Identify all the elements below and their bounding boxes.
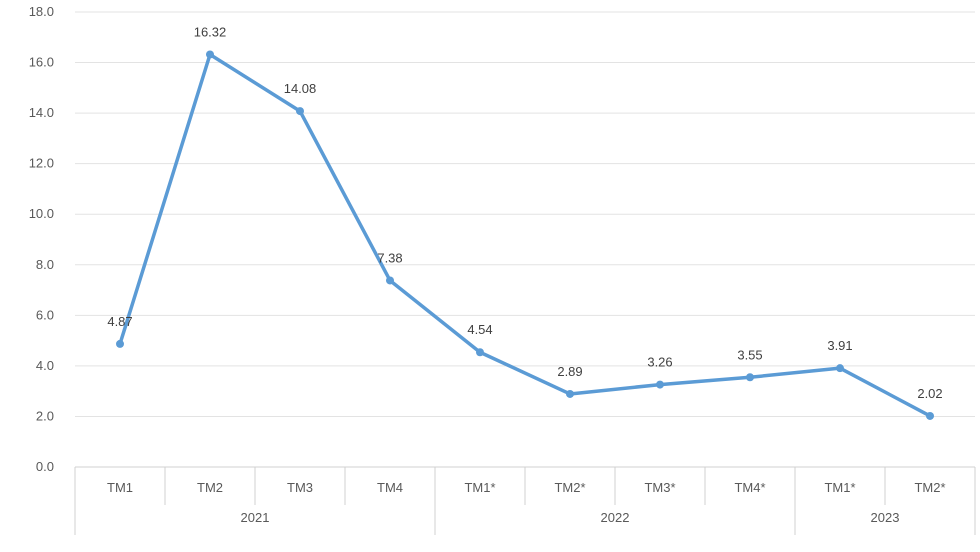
y-tick-label: 18.0 xyxy=(29,4,54,19)
year-groups: 2021 2022 2023 xyxy=(74,505,976,535)
x-tick-label: TM2* xyxy=(914,480,945,495)
x-tick-label: TM2 xyxy=(197,480,223,495)
series: 4.87 16.32 14.08 7.38 4.54 2.89 3.26 3.55 3.91 2.… xyxy=(107,24,943,420)
x-tick-label: TM4* xyxy=(734,480,765,495)
data-label: 3.55 xyxy=(737,347,762,362)
data-label: 16.32 xyxy=(194,24,227,39)
y-tick-label: 8.0 xyxy=(36,257,54,272)
data-label: 2.02 xyxy=(917,386,942,401)
y-tick-label: 4.0 xyxy=(36,358,54,373)
y-tick-label: 14.0 xyxy=(29,105,54,120)
data-label: 14.08 xyxy=(284,81,317,96)
data-label: 4.54 xyxy=(467,322,492,337)
gridlines xyxy=(75,11,975,468)
x-axis: TM1 TM2 TM3 TM4 TM1* TM2* TM3* TM4* TM1* TM2* xyxy=(74,467,976,505)
y-tick-label: 2.0 xyxy=(36,408,54,423)
series-line xyxy=(118,52,932,418)
y-tick-label: 12.0 xyxy=(29,156,54,171)
data-label: 3.91 xyxy=(827,338,852,353)
data-label: 4.87 xyxy=(107,314,132,329)
x-tick-label: TM1* xyxy=(824,480,855,495)
y-axis: 0.0 2.0 4.0 6.0 8.0 10.0 12.0 14.0 16.0 18.0 xyxy=(29,4,54,474)
year-group-label: 2022 xyxy=(601,510,630,525)
year-group-label: 2021 xyxy=(241,510,270,525)
x-tick-label: TM3 xyxy=(287,480,313,495)
data-point xyxy=(386,276,394,285)
data-label: 2.89 xyxy=(557,364,582,379)
y-tick-label: 16.0 xyxy=(29,55,54,70)
x-tick-label: TM4 xyxy=(377,480,403,495)
data-point xyxy=(836,364,844,373)
data-label: 7.38 xyxy=(377,250,402,265)
data-point xyxy=(476,348,484,357)
x-tick-label: TM1 xyxy=(107,480,133,495)
data-label: 3.26 xyxy=(647,355,672,370)
year-group-label: 2023 xyxy=(871,510,900,525)
y-tick-label: 0.0 xyxy=(36,459,54,474)
data-point xyxy=(566,389,574,398)
data-point xyxy=(926,411,934,420)
y-tick-label: 6.0 xyxy=(36,307,54,322)
y-tick-label: 10.0 xyxy=(29,206,54,221)
x-tick-label: TM3* xyxy=(644,480,675,495)
data-point xyxy=(116,339,124,348)
x-tick-label: TM1* xyxy=(464,480,495,495)
data-point xyxy=(296,107,304,116)
x-tick-label: TM2* xyxy=(554,480,585,495)
data-point xyxy=(206,50,214,59)
data-point xyxy=(746,373,754,382)
data-point xyxy=(656,380,664,389)
